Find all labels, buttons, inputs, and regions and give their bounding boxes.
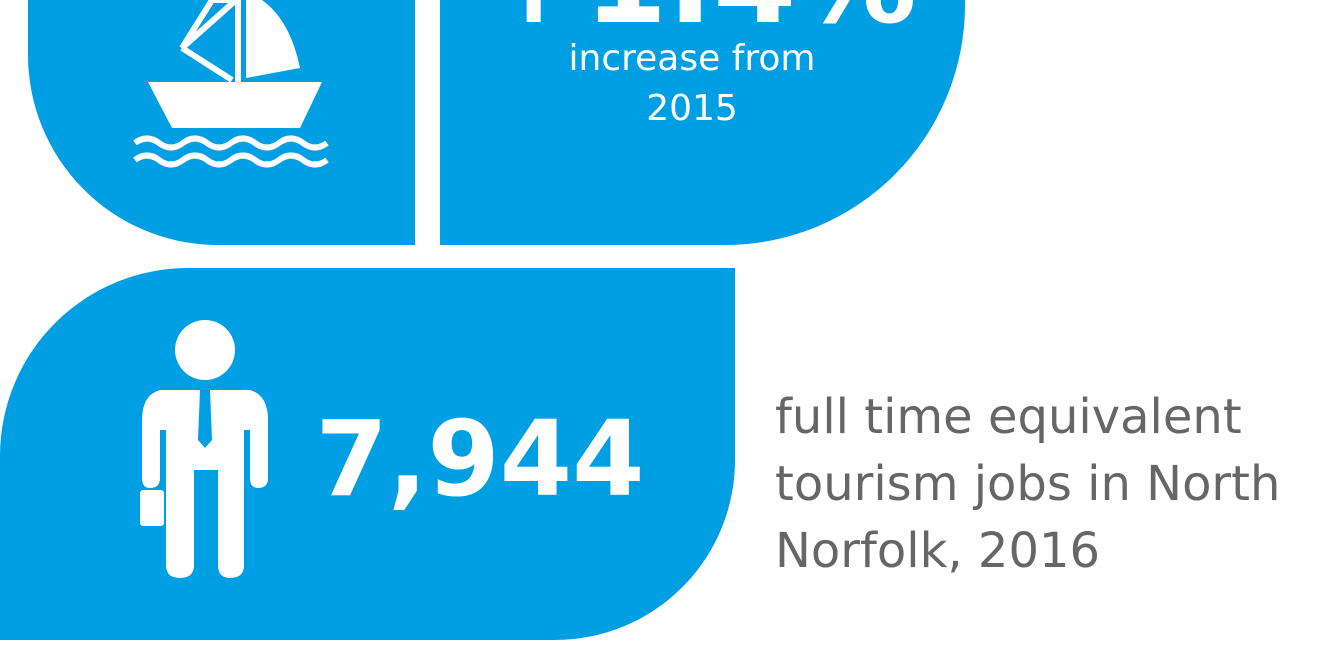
growth-caption: increase from	[569, 38, 816, 79]
jobs-value: 7,944	[316, 398, 645, 520]
growth-panel	[440, 0, 965, 245]
growth-caption: 2015	[646, 88, 738, 129]
jobs-caption: tourism jobs in North	[775, 456, 1280, 512]
worker-icon	[140, 320, 268, 578]
jobs-caption: Norfolk, 2016	[775, 523, 1100, 579]
jobs-caption: full time equivalent	[775, 389, 1242, 445]
boat-icon	[133, 0, 329, 168]
growth-value: +1.4%	[483, 0, 916, 51]
